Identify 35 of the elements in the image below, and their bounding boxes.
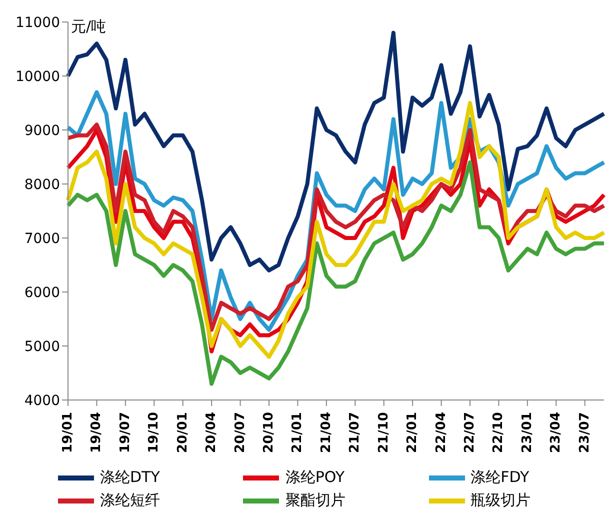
- legend-label: 涤纶DTY: [100, 468, 160, 487]
- y-axis-title: 元/吨: [71, 18, 106, 36]
- legend-label: 聚酯切片: [285, 491, 346, 510]
- x-tick-label: 21/07: [348, 412, 363, 453]
- x-tick-label: 23/07: [577, 412, 592, 453]
- x-tick-label: 21/01: [290, 412, 306, 453]
- x-tick-label: 23/04: [548, 412, 564, 453]
- x-tick-label: 21/04: [318, 412, 334, 453]
- y-tick-label: 11000: [15, 14, 60, 31]
- x-tick-label: 22/10: [491, 412, 506, 453]
- x-tick-label: 23/01: [520, 412, 535, 453]
- y-tick-label: 6000: [24, 284, 60, 301]
- x-tick-label: 20/07: [232, 412, 248, 453]
- x-tick-label: 19/01: [60, 412, 76, 453]
- legend-label: 涤纶短纤: [100, 491, 160, 510]
- y-tick-label: 9000: [24, 122, 60, 139]
- y-tick-label: 5000: [24, 338, 60, 355]
- y-tick-label: 8000: [24, 176, 60, 193]
- x-tick-label: 21/10: [376, 412, 392, 453]
- y-tick-label: 4000: [24, 392, 60, 409]
- x-tick-label: 22/01: [405, 412, 420, 453]
- y-tick-label: 7000: [24, 230, 60, 247]
- line-series: [66, 160, 606, 386]
- x-tick-label: 22/04: [434, 412, 449, 453]
- x-tick-label: 19/04: [89, 412, 104, 453]
- x-tick-label: 20/10: [262, 412, 276, 453]
- x-tick-label: 19/07: [118, 412, 133, 453]
- legend-label: 瓶级切片: [470, 491, 531, 510]
- x-tick-label: 20/01: [175, 412, 190, 453]
- legend-label: 涤纶POY: [285, 468, 345, 487]
- x-tick-label: 22/07: [462, 412, 478, 453]
- x-tick-label: 19/10: [146, 412, 162, 453]
- y-tick-label: 10000: [15, 68, 60, 85]
- x-tick-label: 20/04: [204, 412, 220, 453]
- legend-label: 涤纶FDY: [470, 468, 530, 487]
